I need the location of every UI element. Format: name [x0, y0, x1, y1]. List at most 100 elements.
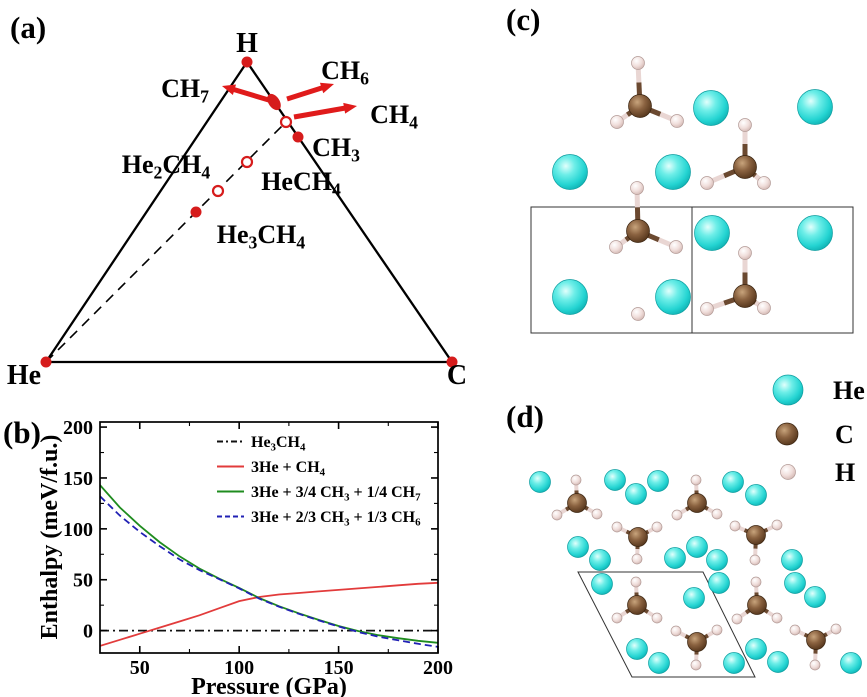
arrow-head: [222, 84, 237, 96]
he-atom: [797, 215, 833, 251]
h-atom: [670, 114, 684, 128]
filled-composition-point: [190, 206, 202, 218]
he-atom: [686, 536, 708, 558]
c-atom: [627, 595, 647, 615]
he-atom: [552, 154, 588, 190]
vertex-label-c: C: [447, 360, 467, 391]
filled-composition-point: [446, 356, 458, 368]
plot-frame: [99, 421, 439, 654]
he-atom: [804, 586, 826, 608]
compound-label-he3ch4: He3CH4: [217, 220, 306, 253]
vertex-label-he: He: [7, 360, 41, 391]
c-atom: [628, 527, 648, 547]
y-axis-label: Enthalpy (meV/f.u.): [37, 435, 63, 640]
h-atom: [630, 576, 642, 588]
he-atom: [722, 471, 744, 493]
he-atom: [626, 638, 648, 660]
c-atom: [733, 284, 757, 308]
c-atom: [626, 219, 650, 243]
legend-label: 3He + 3/4 CH3 + 1/4 CH7: [251, 484, 421, 504]
he-atom: [767, 651, 789, 673]
panel-d: He C H (d): [506, 374, 865, 678]
h-atom: [729, 520, 741, 532]
he-atom: [683, 587, 705, 609]
h-atom: [738, 118, 752, 132]
h-atom: [690, 474, 702, 486]
y-tick-label: 150: [63, 468, 93, 490]
panel-a: (a) H He C CH7 CH6 CH4 CH3 He2CH4 HeCH4 …: [7, 10, 467, 391]
he-atom: [694, 215, 730, 251]
decomposition-arrow: [231, 86, 273, 104]
c-atom: [687, 493, 707, 513]
h-atom: [630, 181, 644, 195]
legend-label: 3He + 2/3 CH3 + 1/3 CH6: [251, 509, 421, 529]
h-atom: [669, 240, 683, 254]
he-atom: [781, 549, 803, 571]
he-atom: [693, 90, 729, 126]
c-atom: [687, 632, 707, 652]
c-atom: [806, 630, 826, 650]
h-atom: [750, 576, 762, 588]
structure-d: [529, 374, 862, 678]
panel-b-label: (b): [3, 415, 41, 450]
h-atom: [631, 56, 645, 70]
compound-label-he2ch4: He2CH4: [122, 150, 211, 183]
filled-composition-point: [292, 131, 304, 143]
open-composition-point: [279, 115, 293, 129]
he-atom: [604, 469, 626, 491]
x-tick-label: 50: [130, 657, 150, 679]
arrow-head: [343, 102, 357, 114]
atom-legend-h-label: H: [835, 458, 855, 487]
filled-composition-point: [241, 56, 253, 68]
panel-c-label: (c): [506, 2, 540, 37]
compound-label-ch4: CH4: [370, 100, 418, 133]
he-atom: [772, 374, 804, 406]
c-atom: [733, 155, 757, 179]
open-composition-point: [240, 155, 254, 169]
c-atom: [746, 525, 766, 545]
h-atom: [780, 464, 796, 480]
open-composition-point: [211, 184, 225, 198]
h-atom: [671, 509, 683, 521]
h-atom: [591, 508, 603, 520]
vertex-label-h: H: [236, 28, 258, 59]
he-atom: [784, 572, 806, 594]
curve-series-3: [100, 495, 438, 648]
h-atom: [789, 624, 801, 636]
x-axis-label: Pressure (GPa): [191, 674, 347, 697]
he-atom: [840, 652, 862, 674]
h-atom: [570, 474, 582, 486]
atom-legend-c-label: C: [835, 420, 854, 449]
h-atom: [771, 612, 783, 624]
h-atom: [609, 240, 623, 254]
y-tick-label: 200: [63, 417, 93, 439]
x-tick-label: 200: [423, 657, 453, 679]
h-atom: [809, 659, 821, 671]
he-atom: [708, 572, 730, 594]
x-tick-label: 100: [224, 657, 254, 679]
h-atom: [771, 519, 783, 531]
c-atom: [775, 422, 799, 446]
c-atom: [747, 595, 767, 615]
he-atom: [655, 154, 691, 190]
y-tick-label: 50: [73, 570, 93, 592]
he-atom: [567, 536, 589, 558]
y-tick-label: 0: [83, 621, 93, 643]
h-atom: [711, 624, 723, 636]
compound-label-ch6: CH6: [321, 56, 369, 89]
he-atom: [797, 89, 833, 125]
h-atom: [830, 623, 842, 635]
legend-label: He3CH4: [251, 434, 306, 454]
h-atom: [670, 625, 682, 637]
unit-cell-parallelogram: [577, 571, 756, 678]
curve-series-1: [100, 581, 438, 647]
x-tick-label: 150: [324, 657, 354, 679]
structure-c: [530, 56, 854, 334]
stable-point-marker: [267, 93, 281, 111]
atom-legend-he-label: He: [833, 376, 865, 405]
he-atom: [723, 652, 745, 674]
he-atom: [648, 652, 670, 674]
compound-label-ch7: CH7: [161, 74, 209, 107]
